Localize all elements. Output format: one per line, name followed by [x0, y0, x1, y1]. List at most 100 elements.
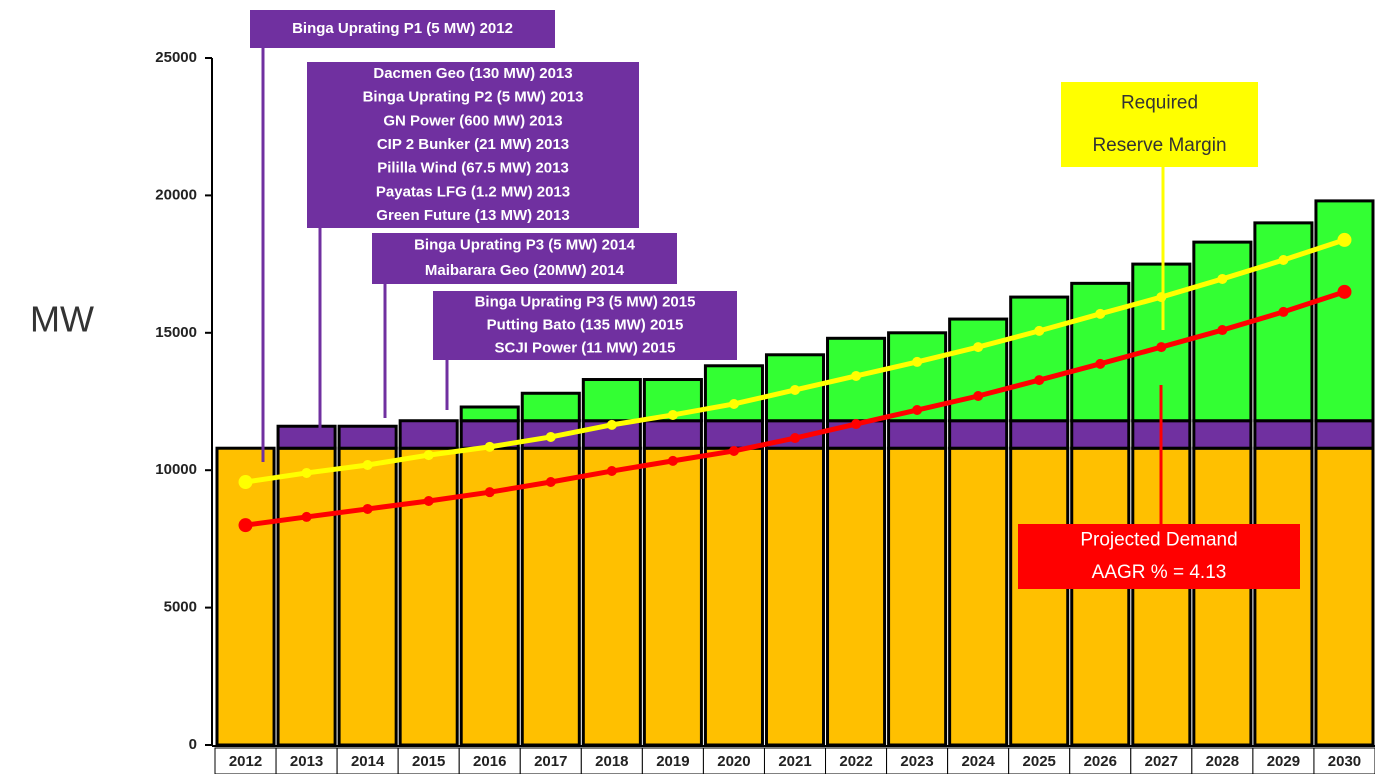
bar-segment [887, 419, 948, 450]
annotation-text: Maibarara Geo (20MW) 2014 [425, 262, 625, 279]
x-tick-label: 2030 [1328, 753, 1361, 770]
annotation-text: Required [1121, 92, 1198, 113]
line-marker [362, 459, 373, 470]
bar-segment [337, 446, 398, 747]
bar-segment [826, 446, 887, 747]
bar-segment [581, 446, 642, 747]
bar-segment [215, 446, 276, 747]
annotation-text: AAGR % = 4.13 [1092, 562, 1227, 583]
y-tick-label: 0 [189, 736, 197, 753]
y-axis-label: MW [30, 299, 94, 340]
line-marker [1278, 254, 1289, 265]
line-marker [667, 455, 678, 466]
annotation-text: Binga Uprating P1 (5 MW) 2012 [292, 20, 513, 37]
x-tick-label: 2021 [778, 753, 811, 770]
annotation-box [250, 10, 555, 48]
bar-segment [459, 405, 520, 423]
x-tick-label: 2013 [290, 753, 323, 770]
line-marker [973, 391, 984, 402]
line-marker [362, 503, 373, 514]
annotation-text: Payatas LFG (1.2 MW) 2013 [376, 183, 570, 200]
bar-segment [764, 446, 826, 747]
annotation-text: Projected Demand [1080, 529, 1237, 550]
x-tick-cell [336, 747, 399, 774]
line-marker [1337, 284, 1352, 299]
x-tick-cell [1069, 747, 1132, 774]
line-marker [1217, 325, 1228, 336]
x-tick-label: 2015 [412, 753, 445, 770]
bar-segment [703, 364, 764, 423]
bar-segment [398, 419, 459, 450]
bar-segment [337, 424, 398, 450]
annotation-box [307, 62, 639, 228]
y-tick-label: 20000 [155, 186, 197, 203]
x-tick-cell [825, 747, 888, 774]
line-marker [667, 409, 678, 420]
line-marker [728, 445, 739, 456]
annotation-text: GN Power (600 MW) 2013 [383, 112, 562, 129]
x-tick-label: 2012 [229, 753, 262, 770]
x-tick-label: 2024 [961, 753, 995, 770]
line-marker [912, 356, 923, 367]
x-tick-label: 2029 [1267, 753, 1300, 770]
bar-segment [459, 446, 520, 747]
line-marker [1095, 308, 1106, 319]
line-marker [1095, 358, 1106, 369]
line-marker [423, 495, 434, 506]
annotation-text: SCJI Power (11 MW) 2015 [495, 339, 676, 356]
bar-segment [948, 317, 1009, 423]
x-tick-label: 2014 [351, 753, 385, 770]
bar-segment [1009, 419, 1070, 450]
bar-segment [1070, 446, 1131, 747]
line-marker [301, 467, 312, 478]
x-tick-cell [1313, 747, 1375, 774]
bar-segment [642, 419, 703, 450]
line-marker [728, 398, 739, 409]
line-marker [790, 384, 800, 395]
line-marker [423, 450, 434, 461]
annotation-box [1061, 82, 1258, 167]
annotation-text: Reserve Margin [1092, 135, 1226, 156]
bar-segment [1253, 446, 1314, 747]
line-marker [606, 466, 617, 477]
annotation-text: CIP 2 Bunker (21 MW) 2013 [377, 136, 569, 153]
y-tick-label: 10000 [155, 461, 197, 478]
x-tick-label: 2019 [656, 753, 689, 770]
x-tick-cell [1191, 747, 1254, 774]
x-tick-label: 2022 [839, 753, 872, 770]
annotation-text: Binga Uprating P2 (5 MW) 2013 [363, 89, 584, 106]
line-marker [1337, 232, 1352, 247]
line-marker [238, 518, 253, 533]
bar-segment [581, 378, 642, 423]
x-tick-cell [1008, 747, 1071, 774]
bar-segment [520, 446, 581, 747]
line-marker [484, 487, 495, 498]
x-tick-cell [275, 747, 338, 774]
bar-segment [948, 446, 1009, 747]
bar-segment [642, 446, 703, 747]
bar-segment [703, 419, 764, 450]
annotation-text: Putting Bato (135 MW) 2015 [487, 316, 684, 333]
x-tick-cell [214, 747, 277, 774]
annotation-box [372, 233, 677, 284]
annotation-text: Green Future (13 MW) 2013 [376, 207, 569, 224]
bar-segment [276, 424, 337, 450]
line-marker [1278, 306, 1289, 317]
bar-segment [703, 446, 764, 747]
x-tick-cell [397, 747, 460, 774]
bar-segment [1192, 419, 1253, 450]
bar-segment [1314, 446, 1375, 747]
y-tick-label: 25000 [155, 49, 197, 66]
line-marker [545, 431, 556, 442]
bar-segment [948, 419, 1009, 450]
bar-segment [1070, 281, 1131, 423]
bar-segment [1314, 419, 1375, 450]
line-marker [973, 342, 984, 353]
annotation-text: Pililla Wind (67.5 MW) 2013 [377, 160, 569, 177]
x-tick-cell [886, 747, 949, 774]
line-marker [484, 441, 495, 452]
bar-segment [1192, 446, 1253, 747]
line-marker [1156, 292, 1167, 303]
line-marker [238, 475, 253, 490]
